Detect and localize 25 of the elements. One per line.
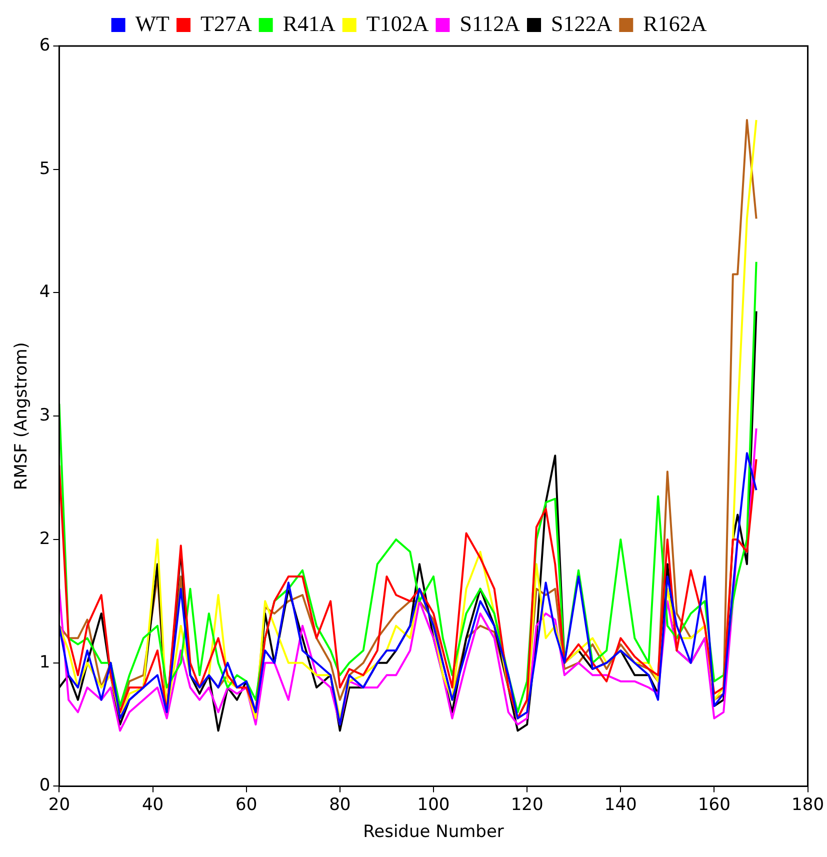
y-tick-label: 6	[39, 35, 50, 56]
y-tick-label: 1	[39, 652, 50, 672]
x-tick-label: 160	[698, 794, 730, 815]
y-tick-label: 5	[39, 158, 50, 179]
x-tick-label: 80	[329, 794, 351, 815]
legend-label: S122A	[551, 10, 612, 36]
x-tick-label: 140	[604, 794, 637, 815]
legend-label: T27A	[200, 10, 252, 36]
legend-label: S112A	[460, 10, 520, 36]
legend-label: R41A	[282, 10, 336, 36]
y-tick-label: 4	[39, 282, 50, 302]
x-axis-title: Residue Number	[363, 822, 504, 842]
x-tick-label: 40	[142, 794, 164, 815]
y-axis-title: RMSF (Angstrom)	[12, 342, 32, 490]
x-tick-label: 60	[236, 794, 258, 815]
legend-label: WT	[135, 10, 170, 36]
legend-label: T102A	[366, 10, 429, 36]
x-tick-label: 120	[510, 794, 544, 815]
y-tick-label: 2	[39, 528, 50, 549]
y-tick-label: 0	[39, 776, 50, 796]
x-tick-label: 20	[48, 794, 70, 815]
x-tick-label: 180	[792, 794, 824, 815]
legend-label: R162A	[643, 10, 707, 36]
y-tick-label: 3	[39, 406, 50, 426]
x-tick-label: 100	[417, 794, 450, 815]
